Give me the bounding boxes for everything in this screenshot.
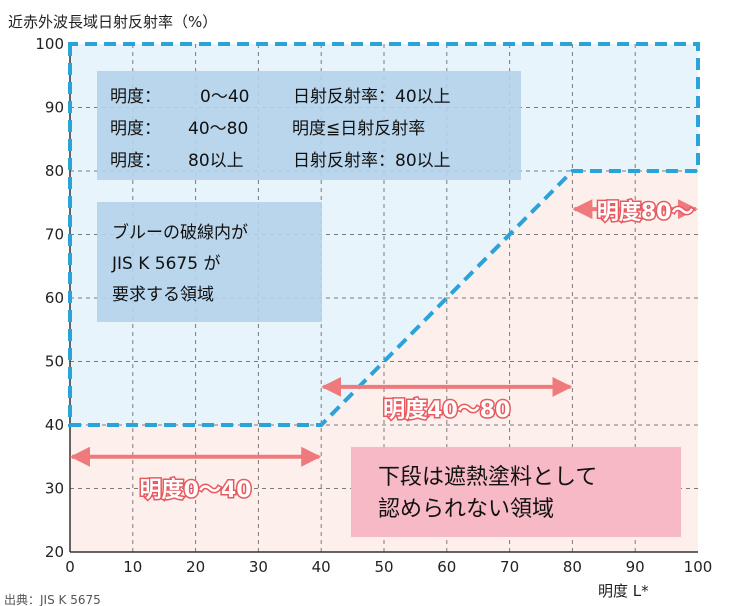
- criteria-label-1: 明度：: [110, 87, 161, 107]
- y-tick-label: 100: [35, 35, 64, 53]
- y-tick-label: 60: [45, 289, 64, 307]
- y-tick-label: 40: [45, 416, 64, 434]
- pink-note-line-1: 下段は遮熱塗料として: [378, 465, 597, 490]
- y-tick-label: 20: [45, 543, 64, 561]
- x-tick-label: 80: [563, 558, 582, 576]
- y-tick-label: 50: [45, 353, 64, 371]
- pink-note-line-2: 認められない領域: [378, 497, 554, 522]
- criteria-rule-1: 日射反射率：40以上: [293, 87, 451, 107]
- criteria-range-2: 40〜80: [188, 119, 248, 139]
- y-tick-label: 30: [45, 480, 64, 498]
- range-label: 明度0〜40: [140, 477, 252, 503]
- range-arrows: 明度0〜40 明度40〜80 明度80〜: [70, 198, 698, 504]
- x-tick-label: 10: [123, 558, 142, 576]
- criteria-rule-2: 明度≦日射反射率: [292, 119, 425, 139]
- x-tick-label: 50: [374, 558, 393, 576]
- x-tick-label: 90: [626, 558, 645, 576]
- x-tick-label: 0: [65, 558, 75, 576]
- blue-note-box: ブルーの破線内が JIS K 5675 が 要求する領域: [97, 202, 322, 322]
- x-tick-label: 20: [186, 558, 205, 576]
- x-tick-label: 30: [249, 558, 268, 576]
- criteria-label-2: 明度：: [110, 119, 161, 139]
- criteria-range-3: 80以上: [188, 151, 244, 171]
- criteria-rule-3: 日射反射率：80以上: [293, 151, 451, 171]
- x-tick-labels: 0 10 20 30 40 50 60 70 80 90 100: [65, 558, 712, 576]
- blue-note-line-1: ブルーの破線内が: [112, 222, 248, 243]
- y-tick-label: 90: [45, 99, 64, 117]
- source-note: 出典：JIS K 5675: [4, 593, 101, 606]
- blue-note-line-3: 要求する領域: [112, 285, 214, 305]
- blue-note-line-2: JIS K 5675 が: [111, 254, 220, 274]
- y-axis-title: 近赤外波長域日射反射率（%）: [8, 13, 217, 31]
- x-tick-label: 100: [684, 558, 713, 576]
- pink-note-box: 下段は遮熱塗料として 認められない領域: [351, 447, 681, 537]
- requirement-boundary-line: [68, 42, 700, 427]
- y-tick-label: 70: [45, 226, 64, 244]
- y-tick-labels: 20 30 40 50 60 70 80 90 100: [35, 35, 64, 561]
- x-tick-label: 60: [437, 558, 456, 576]
- criteria-box: 明度： 0〜40 日射反射率：40以上 明度： 40〜80 明度≦日射反射率 明…: [97, 71, 521, 180]
- criteria-label-3: 明度：: [110, 151, 161, 171]
- criteria-range-1: 0〜40: [200, 87, 249, 107]
- y-tick-label: 80: [45, 162, 64, 180]
- range-label: 明度80〜: [597, 199, 694, 225]
- x-tick-label: 40: [312, 558, 331, 576]
- x-axis-title: 明度 L*: [598, 582, 649, 600]
- range-label: 明度40〜80: [383, 397, 510, 423]
- x-tick-label: 70: [500, 558, 519, 576]
